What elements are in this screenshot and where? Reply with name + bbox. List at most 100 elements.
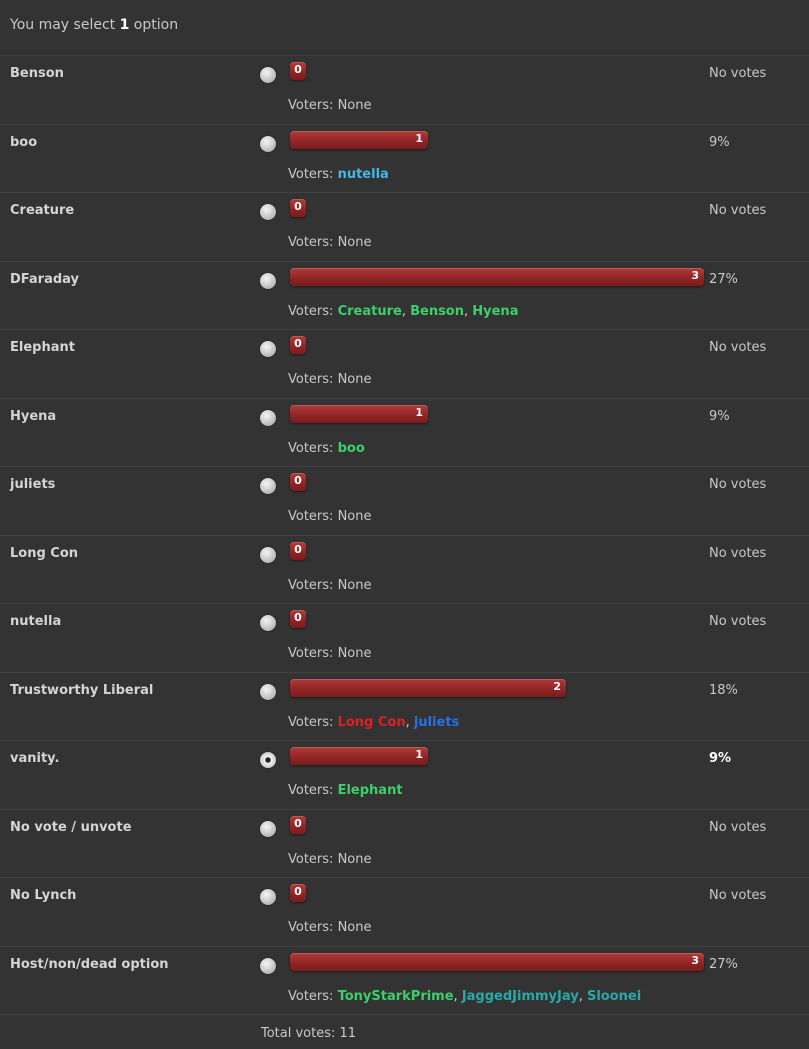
voters-line: Voters: None — [288, 372, 372, 387]
voters-label: Voters: — [288, 235, 334, 250]
vote-count: 0 — [294, 542, 302, 556]
voters-line: Voters: None — [288, 646, 372, 661]
vote-count: 0 — [294, 816, 302, 830]
voters-none: None — [337, 646, 372, 661]
vote-percent: 18% — [709, 682, 738, 698]
vote-count: 0 — [294, 63, 302, 76]
voters-line: Voters: None — [288, 852, 372, 867]
poll-option-radio[interactable] — [260, 957, 276, 974]
voter-link[interactable]: Creature — [337, 303, 402, 319]
voters-label: Voters: — [288, 714, 334, 730]
vote-count: 0 — [294, 474, 302, 487]
vote-percent: 9% — [709, 751, 732, 766]
voters-label: Voters: — [288, 851, 334, 867]
vote-count: 1 — [415, 748, 423, 761]
vote-percent: 9% — [709, 408, 730, 424]
poll-option-label: No Lynch — [10, 888, 77, 903]
voters-none: None — [337, 509, 372, 524]
poll-option-radio[interactable] — [260, 752, 276, 768]
voters-label: Voters: — [288, 646, 334, 661]
poll-option-label: Benson — [10, 66, 64, 81]
voter-link[interactable]: Sloonei — [586, 988, 642, 1004]
vote-percent: No votes — [709, 888, 767, 903]
voters-line: Voters: Elephant — [288, 783, 403, 798]
poll-option-radio[interactable] — [260, 820, 276, 837]
voters-none: None — [337, 851, 372, 867]
poll-option-radio[interactable] — [260, 478, 276, 494]
vote-count: 2 — [553, 679, 561, 693]
voters-label: Voters: — [288, 98, 334, 113]
voters-none: None — [337, 235, 372, 250]
voter-link[interactable]: Hyena — [472, 303, 519, 319]
instructions-suffix: option — [133, 17, 179, 33]
poll-option-label: juliets — [10, 477, 56, 492]
poll-option-radio[interactable] — [260, 67, 276, 83]
voters-label: Voters: — [288, 440, 334, 456]
voters-line: Voters: Creature, Benson, Hyena — [288, 303, 519, 319]
poll-option-radio[interactable] — [260, 889, 276, 905]
vote-count: 3 — [691, 268, 699, 282]
voters-label: Voters: — [288, 577, 334, 593]
vote-percent: No votes — [709, 545, 767, 561]
poll-option-row: No vote / unvote 0 No votes Voters: None — [0, 810, 809, 878]
vote-percent: No votes — [709, 477, 767, 492]
poll-option-radio[interactable] — [260, 272, 276, 289]
voters-line: Voters: TonyStarkPrime, JaggedJimmyJay, … — [288, 988, 642, 1004]
poll-option-label: vanity. — [10, 751, 60, 766]
poll-option-radio[interactable] — [260, 683, 276, 700]
poll-option-label: Host/non/dead option — [10, 956, 169, 972]
poll-option-row: No Lynch 0 No votes Voters: None — [0, 878, 809, 947]
voters-line: Voters: None — [288, 509, 372, 524]
vote-bar: 0 — [290, 541, 306, 560]
voters-line: Voters: nutella — [288, 167, 389, 182]
poll-option-label: Hyena — [10, 408, 57, 424]
poll-option-row: Elephant 0 No votes Voters: None — [0, 330, 809, 399]
poll-option-label: boo — [10, 134, 38, 150]
voter-link[interactable]: Elephant — [337, 783, 403, 798]
vote-bar: 2 — [290, 678, 566, 697]
poll-option-row: vanity. 1 9% Voters: Elephant — [0, 741, 809, 810]
vote-count: 3 — [691, 953, 699, 967]
vote-bar: 0 — [290, 199, 306, 217]
vote-percent: No votes — [709, 340, 767, 355]
voters-none: None — [337, 372, 372, 387]
vote-count: 0 — [294, 885, 302, 898]
poll-option-radio[interactable] — [260, 615, 276, 631]
poll-option-row: nutella 0 No votes Voters: None — [0, 604, 809, 673]
vote-count: 1 — [415, 405, 423, 419]
voter-link[interactable]: TonyStarkPrime — [337, 988, 454, 1004]
vote-bar: 1 — [290, 404, 428, 423]
poll-option-radio[interactable] — [260, 135, 276, 152]
vote-bar: 0 — [290, 610, 306, 628]
voters-none: None — [337, 98, 372, 113]
vote-bar: 1 — [290, 130, 428, 149]
poll-option-radio[interactable] — [260, 546, 276, 563]
poll-option-label: Elephant — [10, 340, 75, 355]
poll-option-radio[interactable] — [260, 409, 276, 426]
voters-label: Voters: — [288, 783, 334, 798]
poll-option-row: juliets 0 No votes Voters: None — [0, 467, 809, 536]
voter-link[interactable]: Long Con — [337, 714, 406, 730]
vote-percent: 9% — [709, 134, 730, 150]
voter-link[interactable]: nutella — [337, 166, 389, 182]
voters-label: Voters: — [288, 166, 334, 182]
poll-option-radio[interactable] — [260, 341, 276, 357]
vote-percent: 27% — [709, 271, 738, 287]
poll-option-radio[interactable] — [260, 204, 276, 220]
poll-option-label: nutella — [10, 614, 62, 629]
vote-percent: No votes — [709, 614, 767, 629]
voter-link[interactable]: Benson — [410, 303, 464, 319]
voter-link[interactable]: boo — [337, 440, 365, 456]
vote-percent: No votes — [709, 819, 767, 835]
poll-option-row: DFaraday 3 27% Voters: Creature, Benson, Hy… — [0, 262, 809, 330]
voters-line: Voters: Long Con, juliets — [288, 714, 460, 730]
voters-label: Voters: — [288, 303, 334, 319]
poll-option-row: Long Con 0 No votes Voters: None — [0, 536, 809, 604]
voters-line: Voters: None — [288, 578, 372, 593]
voter-link[interactable]: JaggedJimmyJay — [461, 988, 579, 1004]
poll-option-row: Creature 0 No votes Voters: None — [0, 193, 809, 262]
vote-bar: 0 — [290, 815, 306, 834]
vote-percent: 27% — [709, 956, 738, 972]
voter-link[interactable]: juliets — [413, 714, 460, 730]
poll-instructions: You may select 1 option — [0, 0, 809, 56]
